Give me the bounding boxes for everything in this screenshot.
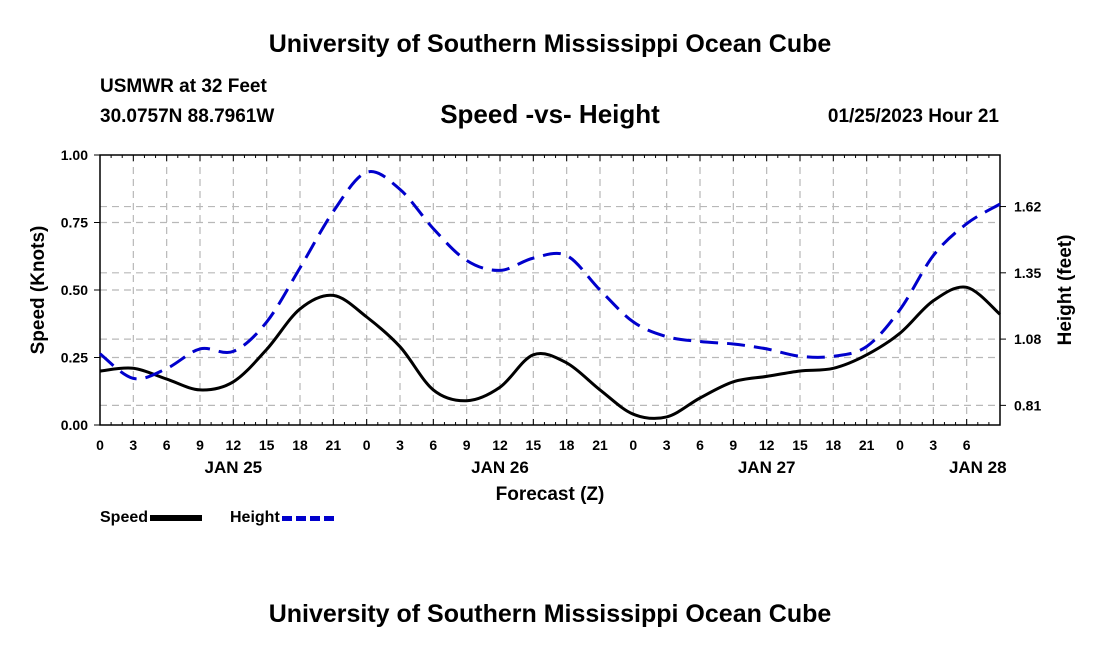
legend-height-swatch [281, 515, 334, 521]
x-tick-label: 6 [163, 437, 171, 453]
y2-tick-label: 1.08 [1014, 331, 1041, 347]
y2-axis-title: Height (feet) [1055, 235, 1076, 346]
x-tick-label: 18 [826, 437, 842, 453]
legend-speed-swatch [150, 515, 203, 521]
day-label: JAN 28 [949, 458, 1007, 477]
x-tick-label: 15 [259, 437, 275, 453]
x-tick-label: 9 [196, 437, 204, 453]
x-tick-label: 21 [326, 437, 342, 453]
y-tick-label: 0.75 [61, 215, 88, 231]
y-tick-label: 0.00 [61, 417, 88, 433]
x-tick-label: 3 [929, 437, 937, 453]
series-line-speed [99, 285, 1001, 420]
chart-footer-title: University of Southern Mississippi Ocean… [268, 600, 832, 628]
legend-speed: Speed [100, 509, 203, 527]
y2-tick-label: 0.81 [1014, 397, 1041, 413]
x-tick-label: 0 [629, 437, 637, 453]
chart-header-title: University of Southern Mississippi Ocean… [268, 30, 832, 58]
station-label: USMWR at 32 Feet [100, 76, 267, 97]
y-tick-label: 0.50 [61, 282, 88, 298]
series-line-height [99, 170, 1001, 381]
x-tick-label: 3 [663, 437, 671, 453]
x-tick-label: 15 [526, 437, 542, 453]
x-tick-label: 12 [492, 437, 508, 453]
y-tick-label: 0.25 [61, 350, 88, 366]
x-axis-title: Forecast (Z) [496, 484, 605, 505]
y2-tick-label: 1.35 [1014, 265, 1041, 281]
legend-height: Height [230, 509, 334, 527]
y2-tick-label: 1.62 [1014, 199, 1041, 215]
y-tick-label: 1.00 [61, 147, 88, 163]
plot-frame [99, 154, 1001, 426]
x-tick-label: 6 [696, 437, 704, 453]
x-tick-label: 0 [96, 437, 104, 453]
x-tick-label: 21 [859, 437, 875, 453]
x-tick-label: 0 [896, 437, 904, 453]
x-tick-label: 9 [729, 437, 737, 453]
legend-speed-label: Speed [100, 509, 149, 526]
x-tick-label: 12 [226, 437, 242, 453]
x-tick-label: 18 [292, 437, 308, 453]
day-label: JAN 27 [738, 458, 796, 477]
day-label: JAN 25 [205, 458, 263, 477]
x-tick-label: 3 [396, 437, 404, 453]
x-tick-label: 6 [963, 437, 971, 453]
forecast-datestamp: 01/25/2023 Hour 21 [827, 106, 999, 127]
x-tick-label: 9 [463, 437, 471, 453]
x-tick-label: 0 [363, 437, 371, 453]
x-tick-label: 21 [592, 437, 608, 453]
x-tick-label: 12 [759, 437, 775, 453]
chart-title: Speed -vs- Height [440, 99, 660, 129]
x-tick-label: 6 [429, 437, 437, 453]
x-tick-label: 18 [559, 437, 575, 453]
x-tick-label: 15 [792, 437, 808, 453]
day-label: JAN 26 [471, 458, 529, 477]
x-tick-label: 3 [129, 437, 137, 453]
legend-height-label: Height [230, 509, 280, 526]
station-coordinates: 30.0757N 88.7961W [100, 106, 275, 127]
y-axis-title: Speed (Knots) [28, 226, 49, 355]
